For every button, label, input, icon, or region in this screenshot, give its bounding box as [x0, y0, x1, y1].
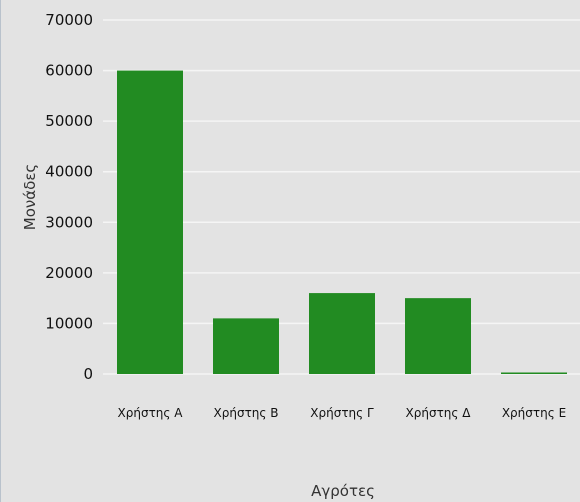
y-tick-label: 40000	[45, 163, 93, 181]
x-axis-title: Αγρότες	[311, 482, 375, 500]
bars	[117, 70, 567, 375]
y-tick-label: 0	[83, 365, 93, 383]
bar	[501, 372, 567, 374]
x-category-label: Χρήστης Β	[214, 406, 279, 420]
y-axis-ticks: 0 10000 20000 30000 40000 50000 60000 70000	[45, 11, 93, 383]
x-category-label: Χρήστης Γ	[310, 406, 374, 420]
x-category-label: Χρήστης Δ	[406, 406, 472, 420]
y-tick-label: 60000	[45, 62, 93, 80]
x-category-label: Χρήστης Ε	[502, 406, 566, 420]
bar	[117, 70, 183, 375]
y-tick-label: 30000	[45, 213, 93, 231]
y-tick-label: 50000	[45, 112, 93, 130]
x-axis-categories: Χρήστης Α Χρήστης Β Χρήστης Γ Χρήστης Δ Χρήσ…	[118, 406, 567, 420]
y-tick-label: 10000	[45, 314, 93, 332]
y-tick-label: 70000	[45, 11, 93, 29]
bar	[213, 318, 279, 374]
y-axis-title: Μονάδες	[21, 164, 39, 230]
y-tick-label: 20000	[45, 264, 93, 282]
bar	[309, 293, 375, 374]
x-category-label: Χρήστης Α	[118, 406, 184, 420]
bar	[405, 298, 471, 374]
